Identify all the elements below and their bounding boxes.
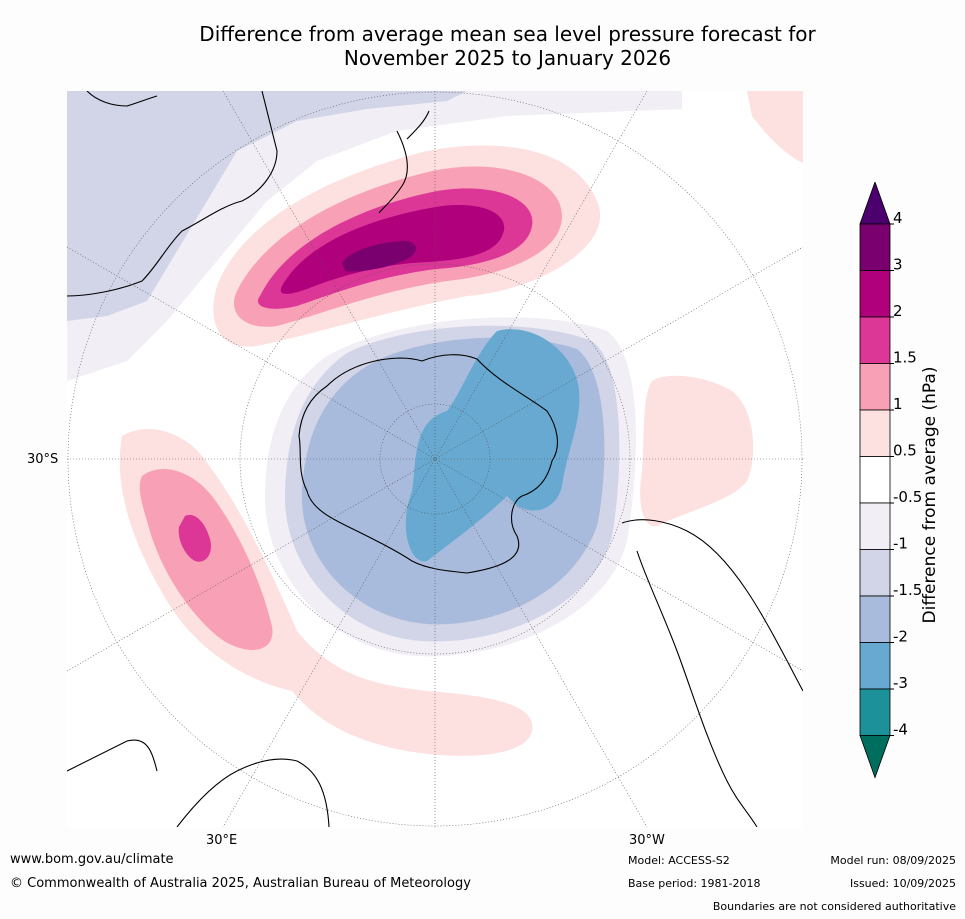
colorbar-segment: [859, 456, 891, 504]
lon-label-30e: 30°E: [206, 833, 238, 848]
nz-high-e: [342, 240, 417, 272]
colorbar-segment: [859, 223, 891, 271]
colorbar-segment: [859, 642, 891, 690]
colorbar-tick-label: 0.5: [893, 442, 917, 460]
south-america-coast: [621, 519, 803, 827]
colorbar-tick-label: 4: [893, 209, 903, 227]
colorbar-extend-bottom: [859, 735, 891, 779]
colorbar-tick-label: 1.5: [893, 349, 917, 367]
colorbar-segment: [859, 270, 891, 318]
colorbar-segment: [859, 688, 891, 736]
colorbar-tick-label: -0.5: [893, 488, 922, 506]
title-line-1: Difference from average mean sea level p…: [199, 22, 816, 46]
antarctic-low-core: [405, 329, 580, 562]
australia-low-inner: [67, 91, 467, 321]
footer-base-period: Base period: 1981-2018: [628, 877, 761, 890]
colorbar-graphic: 4 3 2 1.5 1 0.5 -0.5 -1 -1.5 -2 -3 -4: [859, 180, 922, 779]
lon-label-30w: 30°W: [629, 833, 665, 848]
new-zealand: [378, 110, 430, 214]
polar-map: [67, 91, 803, 827]
footer-copyright: © Commonwealth of Australia 2025, Austra…: [10, 876, 471, 891]
atlantic-high-a: [119, 428, 533, 756]
colorbar-segment: [859, 502, 891, 550]
colorbar-tick-label: 1: [893, 395, 903, 413]
colorbar-extend-top: [859, 180, 891, 225]
lat-label-30s: 30°S: [27, 452, 59, 467]
colorbar-segment: [859, 363, 891, 411]
colorbar-segment: [859, 549, 891, 597]
colorbar-tick-label: -3: [893, 674, 908, 692]
footer-model-run: Model run: 08/09/2025: [830, 854, 956, 867]
colorbar-tick-label: -1.5: [893, 581, 922, 599]
colorbar-tick-label: 3: [893, 256, 903, 274]
atlantic-high-b: [139, 468, 273, 650]
pacific-high-corner: [747, 91, 803, 163]
colorbar-tick-label: 2: [893, 302, 903, 320]
colorbar-segment: [859, 409, 891, 457]
colorbar-tick-label: -4: [893, 721, 908, 739]
graticule: [67, 91, 803, 827]
southern-africa-coast: [67, 739, 330, 827]
colorbar: 4 3 2 1.5 1 0.5 -0.5 -1 -1.5 -2 -3 -4: [855, 180, 965, 792]
colorbar-segment: [859, 595, 891, 643]
colorbar-tick-label: -1: [893, 535, 908, 553]
footer-model: Model: ACCESS-S2: [628, 854, 730, 867]
colorbar-tick-label: -2: [893, 628, 908, 646]
australia-coast-top: [86, 91, 158, 107]
atlantic-high-c: [178, 514, 212, 562]
coastlines: [67, 91, 803, 827]
colorbar-title: Difference from average (hPa): [920, 366, 940, 624]
footer-issued: Issued: 10/09/2025: [849, 877, 956, 890]
australia-coast: [67, 91, 278, 297]
title-line-2: November 2025 to January 2026: [343, 46, 672, 70]
map-title: Difference from average mean sea level p…: [0, 22, 965, 70]
colorbar-segment: [859, 316, 891, 364]
footer-disclaimer: Boundaries are not considered authoritat…: [712, 900, 956, 913]
antarctica-coast: [298, 354, 558, 574]
atlantic-high-d: [640, 375, 754, 527]
footer-website: www.bom.gov.au/climate: [10, 852, 174, 867]
